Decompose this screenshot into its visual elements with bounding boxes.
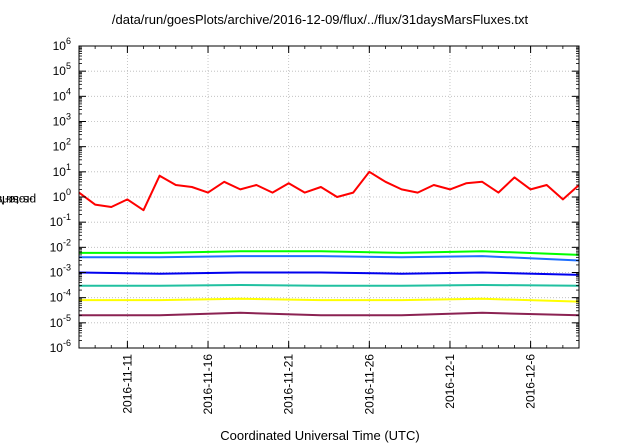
- y-tick-label: 10-1: [50, 212, 71, 229]
- y-tick-label: 106: [53, 36, 71, 53]
- y-tick-label: 103: [53, 112, 71, 129]
- y-tick-label: 105: [53, 61, 71, 78]
- series-line-5: [79, 284, 580, 287]
- series-line-7: [79, 311, 580, 317]
- x-tick-label: 2016-11-16: [201, 354, 215, 415]
- x-tick-labels: 2016-11-11 2016-11-16 2016-11-21 2016-11-26…: [120, 354, 537, 415]
- y-tick-labels: 10-6 10-5 10-4 10-3 10-2 10-1 100 101 102 103 104 1…: [50, 36, 71, 355]
- y-tick-label: 10-5: [50, 313, 71, 330]
- y-tick-label: 10-4: [50, 288, 71, 305]
- series-line-3: [79, 255, 580, 262]
- y-tick-label: 104: [53, 86, 71, 103]
- series-line-4: [78, 271, 580, 276]
- x-tick-label: 2016-12-6: [524, 354, 538, 409]
- series-line-2: [79, 250, 580, 256]
- x-tick-label: 2016-11-26: [362, 354, 376, 415]
- series-line-1: [78, 170, 580, 212]
- y-tick-label: 100: [53, 187, 71, 204]
- y-tick-label: 10-2: [50, 237, 71, 254]
- x-tick-label: 2016-11-11: [120, 354, 134, 414]
- x-tick-label: 2016-11-21: [282, 354, 296, 415]
- axis-ticks: [78, 45, 580, 349]
- series-line-6: [79, 297, 580, 303]
- y-tick-label: 10-3: [50, 263, 71, 280]
- y-tick-label: 101: [53, 162, 71, 179]
- x-axis-label: Coordinated Universal Time (UTC): [220, 428, 420, 443]
- x-tick-label: 2016-12-1: [443, 354, 457, 409]
- y-tick-label: 10-6: [50, 338, 71, 355]
- y-tick-label: 102: [53, 137, 71, 154]
- chart-title: /data/run/goesPlots/archive/2016-12-09/f…: [111, 12, 529, 27]
- gridlines: [79, 46, 579, 348]
- series-lines: [78, 170, 580, 317]
